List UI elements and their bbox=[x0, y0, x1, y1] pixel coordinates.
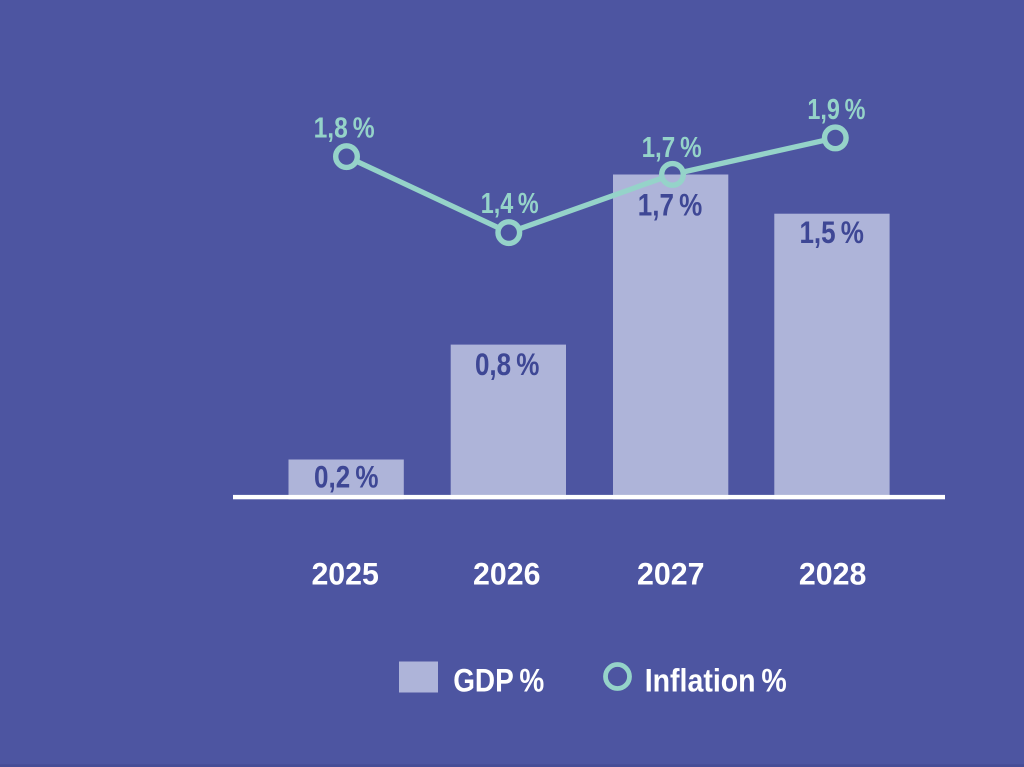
svg-text:2027: 2027 bbox=[637, 555, 705, 591]
svg-text:2028: 2028 bbox=[799, 555, 867, 591]
svg-text:1,7 %: 1,7 % bbox=[642, 132, 702, 164]
svg-text:Inflation %: Inflation % bbox=[645, 662, 787, 698]
svg-text:2025: 2025 bbox=[311, 555, 379, 591]
svg-text:1,5 %: 1,5 % bbox=[799, 214, 864, 250]
svg-text:0,8 %: 0,8 % bbox=[475, 346, 540, 382]
svg-text:1,7 %: 1,7 % bbox=[638, 187, 703, 223]
svg-text:1,8 %: 1,8 % bbox=[314, 113, 375, 145]
svg-text:1,4 %: 1,4 % bbox=[481, 188, 539, 220]
svg-text:0,2 %: 0,2 % bbox=[314, 459, 379, 495]
svg-text:GDP %: GDP % bbox=[453, 662, 544, 698]
svg-text:1,9 %: 1,9 % bbox=[807, 94, 865, 126]
svg-text:2026: 2026 bbox=[473, 555, 541, 591]
